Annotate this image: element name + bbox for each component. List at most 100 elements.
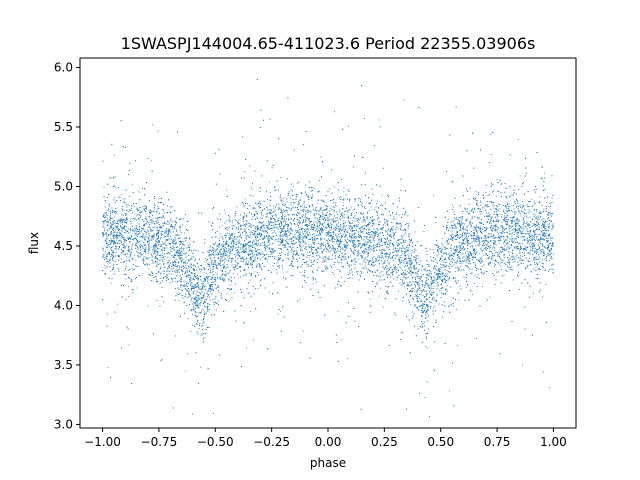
data-point [503,209,504,211]
data-point [340,241,342,242]
data-point [226,189,228,191]
data-point [537,278,538,280]
data-point [529,211,531,213]
data-point [179,243,181,245]
data-point [314,238,315,240]
data-point [217,243,219,245]
data-point [485,235,487,237]
data-point [209,246,211,248]
data-point [511,252,513,254]
data-point [466,256,468,258]
data-point [469,210,471,212]
data-point [349,224,351,226]
data-point [110,282,112,284]
data-point [175,229,177,230]
data-point [468,204,470,205]
data-point [490,223,492,225]
data-point [281,221,282,223]
data-point [184,273,185,274]
data-point [154,253,156,255]
data-point [192,265,194,266]
data-point [439,277,440,279]
data-point [174,264,175,266]
data-point [517,138,519,140]
data-point [276,269,277,271]
data-point [271,253,272,255]
data-point [160,277,162,279]
data-point [364,242,365,244]
data-point [186,252,188,254]
data-point [206,272,208,274]
data-point [149,228,151,230]
data-point [357,236,359,237]
data-point [507,210,509,211]
data-point [466,227,468,229]
data-point [163,212,165,214]
data-point [145,207,147,209]
data-point [506,208,508,210]
data-point [129,251,131,253]
data-point [376,242,378,244]
data-point [396,248,398,250]
data-point [186,297,188,299]
data-point [459,285,461,287]
data-point [500,214,502,215]
data-point [533,213,535,215]
data-point [275,210,276,212]
data-point [283,227,284,229]
data-point [362,263,364,265]
data-point [247,242,249,244]
data-point [335,242,337,244]
data-point [124,228,125,230]
data-point [417,276,419,278]
data-point [139,212,141,213]
data-point [367,212,368,214]
data-point [548,206,550,207]
data-point [166,277,167,279]
data-point [371,231,373,233]
data-point [286,209,288,211]
data-point [472,232,474,234]
data-point [539,216,541,218]
data-point [509,248,510,250]
data-point [542,225,544,227]
data-point [418,258,419,260]
data-point [339,209,341,211]
data-point [220,269,222,271]
data-point [403,263,405,265]
data-point [311,248,313,249]
data-point [486,206,488,208]
data-point [231,261,233,263]
data-point [255,247,257,249]
data-point [377,207,379,209]
data-point [122,222,123,224]
data-point [320,248,322,250]
data-point [537,263,539,265]
data-point [130,228,131,230]
data-point [322,215,324,217]
data-point [128,210,130,212]
data-point [161,233,163,235]
data-point [427,299,429,300]
data-point [348,217,350,219]
data-point [249,292,251,294]
data-point [245,273,247,274]
data-point [126,244,128,246]
data-point [287,225,289,227]
data-point [362,267,364,269]
data-point [317,220,319,222]
data-point [104,216,106,218]
data-point [446,273,448,275]
data-point [392,213,393,215]
data-point [522,252,523,253]
data-point [475,245,476,247]
data-point [271,237,273,239]
data-point [281,200,283,202]
data-point [145,208,146,209]
data-point [458,250,460,252]
data-point [330,222,332,224]
data-point [369,249,371,251]
data-point [339,227,341,229]
data-point [173,255,174,257]
